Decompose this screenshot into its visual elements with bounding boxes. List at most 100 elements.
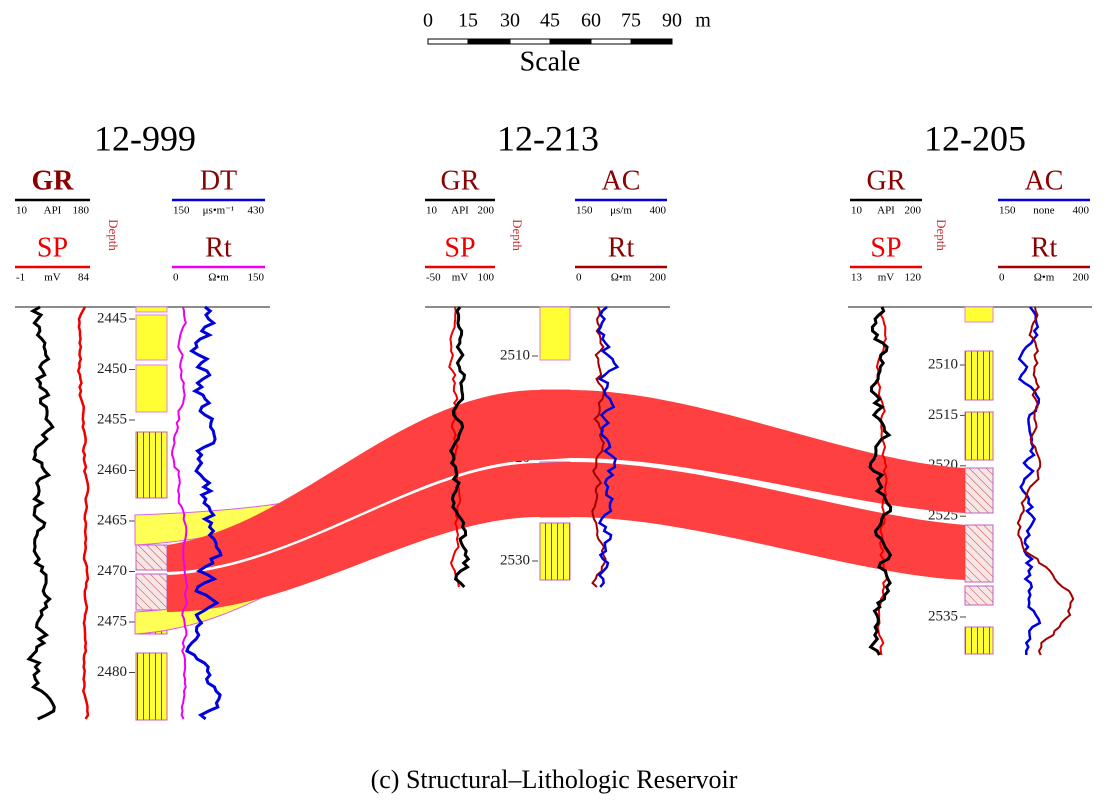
scale-label: 0 — [423, 10, 433, 32]
lithology — [135, 431, 168, 499]
depth-tick: 2465 — [97, 512, 127, 528]
curve-unit: API — [44, 205, 62, 217]
curve-max: 100 — [478, 272, 495, 284]
curve-min: 0 — [576, 272, 582, 284]
curve-name: GR — [32, 165, 75, 196]
curve-name: SP — [870, 232, 901, 263]
curve-name: SP — [444, 232, 475, 263]
log-curve — [1017, 306, 1042, 656]
curve-name: DT — [200, 165, 237, 196]
lithology — [135, 652, 168, 721]
curve-name: Rt — [1031, 232, 1058, 263]
lithology — [964, 585, 994, 606]
log-curve — [448, 306, 462, 588]
scale-title: Scale — [520, 46, 581, 77]
lithology — [964, 626, 994, 655]
curve-max: 120 — [905, 272, 922, 284]
scale-label: 15 — [458, 10, 478, 32]
curve-max: 200 — [650, 272, 667, 284]
depth-label: Depth — [106, 219, 121, 251]
lithology — [539, 522, 571, 581]
curve-min: -50 — [426, 272, 441, 284]
curve-min: 150 — [999, 205, 1016, 217]
depth-tick: 2470 — [97, 563, 127, 579]
curve-unit: mV — [878, 272, 895, 284]
curve-max: 400 — [650, 205, 667, 217]
lithology — [964, 350, 994, 401]
curve-min: 0 — [173, 272, 179, 284]
depth-tick: 2535 — [928, 608, 958, 624]
scale-unit: m — [695, 10, 711, 32]
well-name: 12-999 — [94, 118, 196, 158]
curve-min: 13 — [851, 272, 863, 284]
curve-unit: μs•m⁻¹ — [203, 205, 235, 217]
curve-max: 200 — [1073, 272, 1090, 284]
curve-unit: mV — [452, 272, 469, 284]
scale-segment — [590, 38, 632, 45]
depth-tick: 2475 — [97, 613, 127, 629]
scale-segment — [467, 38, 511, 45]
curve-name: AC — [602, 165, 641, 196]
lithology — [964, 467, 994, 514]
depth-tick: 2515 — [928, 407, 958, 423]
depth-tick: 2455 — [97, 411, 127, 427]
depth-tick: 2445 — [97, 310, 127, 326]
depth-label: Depth — [934, 219, 949, 251]
curve-unit: API — [451, 205, 469, 217]
scale-label: 45 — [540, 10, 560, 32]
curve-name: GR — [441, 165, 480, 196]
log-curve — [591, 306, 607, 588]
depth-tick: 2530 — [500, 552, 530, 568]
log-curve — [185, 305, 223, 721]
curve-unit: Ω•m — [208, 272, 229, 284]
curve-min: 0 — [999, 272, 1005, 284]
depth-label: Depth — [510, 219, 525, 251]
log-curve — [868, 306, 893, 656]
depth-tick: 2450 — [97, 361, 127, 377]
log-curve — [171, 306, 189, 720]
reservoir-band — [167, 461, 965, 612]
curve-unit: Ω•m — [1034, 272, 1055, 284]
curve-name: AC — [1025, 165, 1064, 196]
lithology — [135, 544, 168, 571]
lithology — [135, 364, 168, 413]
depth-tick: 2480 — [97, 664, 127, 680]
lithology — [539, 306, 571, 361]
log-curve — [448, 306, 471, 589]
depth-tick: 2460 — [97, 462, 127, 478]
curve-unit: μs/m — [610, 205, 632, 217]
reservoir-band — [167, 390, 965, 572]
curve-min: 10 — [851, 205, 863, 217]
curve-name: Rt — [608, 232, 635, 263]
curve-min: 10 — [426, 205, 438, 217]
curve-min: 150 — [576, 205, 593, 217]
curve-min: -1 — [16, 272, 25, 284]
curve-max: 200 — [478, 205, 495, 217]
curve-unit: API — [877, 205, 895, 217]
curve-unit: mV — [44, 272, 61, 284]
curve-max: 400 — [1073, 205, 1090, 217]
curve-min: 150 — [173, 205, 190, 217]
log-curve — [875, 306, 888, 656]
scale-label: 90 — [662, 10, 682, 32]
lithology — [135, 306, 168, 313]
curve-max: 150 — [248, 272, 265, 284]
scale-segment — [549, 38, 592, 45]
lithology — [964, 524, 994, 583]
lithology — [964, 306, 994, 323]
curve-max: 84 — [78, 272, 90, 284]
log-curve — [76, 306, 90, 720]
well-name: 12-213 — [497, 118, 599, 158]
curve-name: SP — [37, 232, 68, 263]
scale-segment — [509, 38, 551, 45]
lithology — [964, 411, 994, 461]
lithology — [135, 314, 168, 361]
log-curve — [596, 306, 620, 588]
well-name: 12-205 — [924, 118, 1026, 158]
scale-label: 75 — [621, 10, 641, 32]
scale-segment — [630, 38, 673, 45]
curve-unit: none — [1033, 205, 1055, 217]
scale-label: 60 — [581, 10, 601, 32]
depth-tick: 2510 — [928, 356, 958, 372]
